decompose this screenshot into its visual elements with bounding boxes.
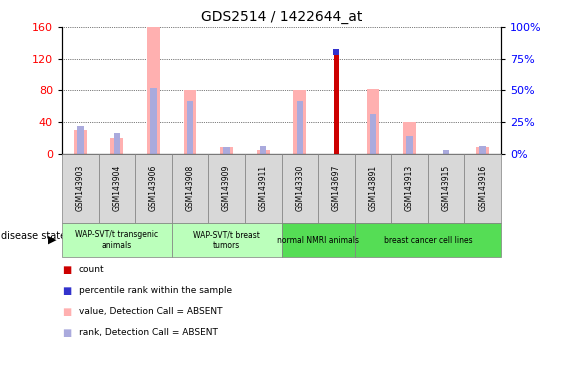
Bar [260,146,266,154]
Text: GSM143911: GSM143911 [259,165,267,211]
Text: disease state: disease state [1,231,66,241]
Text: WAP-SVT/t breast
tumors: WAP-SVT/t breast tumors [193,230,260,250]
Text: breast cancer cell lines: breast cancer cell lines [383,235,472,245]
Bar [114,133,120,154]
Text: ■: ■ [62,265,71,275]
Bar [220,147,233,154]
Bar [476,147,489,154]
Bar [367,89,379,154]
Text: WAP-SVT/t transgenic
animals: WAP-SVT/t transgenic animals [75,230,158,250]
Bar [480,146,486,154]
Bar [147,27,160,154]
Bar [257,150,270,154]
Text: normal NMRI animals: normal NMRI animals [277,235,359,245]
Bar [184,90,196,154]
Text: GSM143903: GSM143903 [76,165,84,211]
Text: ■: ■ [62,328,71,338]
Text: GSM143330: GSM143330 [296,165,304,211]
Text: GSM143904: GSM143904 [113,165,121,211]
Text: GSM143909: GSM143909 [222,165,231,211]
Text: ▶: ▶ [48,235,56,245]
Text: GSM143908: GSM143908 [186,165,194,211]
Text: value, Detection Call = ABSENT: value, Detection Call = ABSENT [79,307,222,316]
Text: ■: ■ [62,307,71,317]
Bar [403,122,416,154]
Bar [77,126,83,154]
Bar [74,130,87,154]
Text: GSM143891: GSM143891 [369,165,377,211]
Title: GDS2514 / 1422644_at: GDS2514 / 1422644_at [201,10,362,25]
Bar [334,52,338,154]
Bar [224,147,230,154]
Text: GSM143915: GSM143915 [442,165,450,211]
Text: GSM143697: GSM143697 [332,165,341,211]
Bar [150,88,157,154]
Bar [187,101,193,154]
Text: count: count [79,265,105,274]
Bar [110,138,123,154]
Text: GSM143913: GSM143913 [405,165,414,211]
Text: GSM143906: GSM143906 [149,165,158,211]
Bar [293,90,306,154]
Text: ■: ■ [62,286,71,296]
Bar [406,136,413,154]
Bar [443,150,449,154]
Text: rank, Detection Call = ABSENT: rank, Detection Call = ABSENT [79,328,218,337]
Bar [370,114,376,154]
Text: percentile rank within the sample: percentile rank within the sample [79,286,232,295]
Text: GSM143916: GSM143916 [479,165,487,211]
Bar [297,101,303,154]
